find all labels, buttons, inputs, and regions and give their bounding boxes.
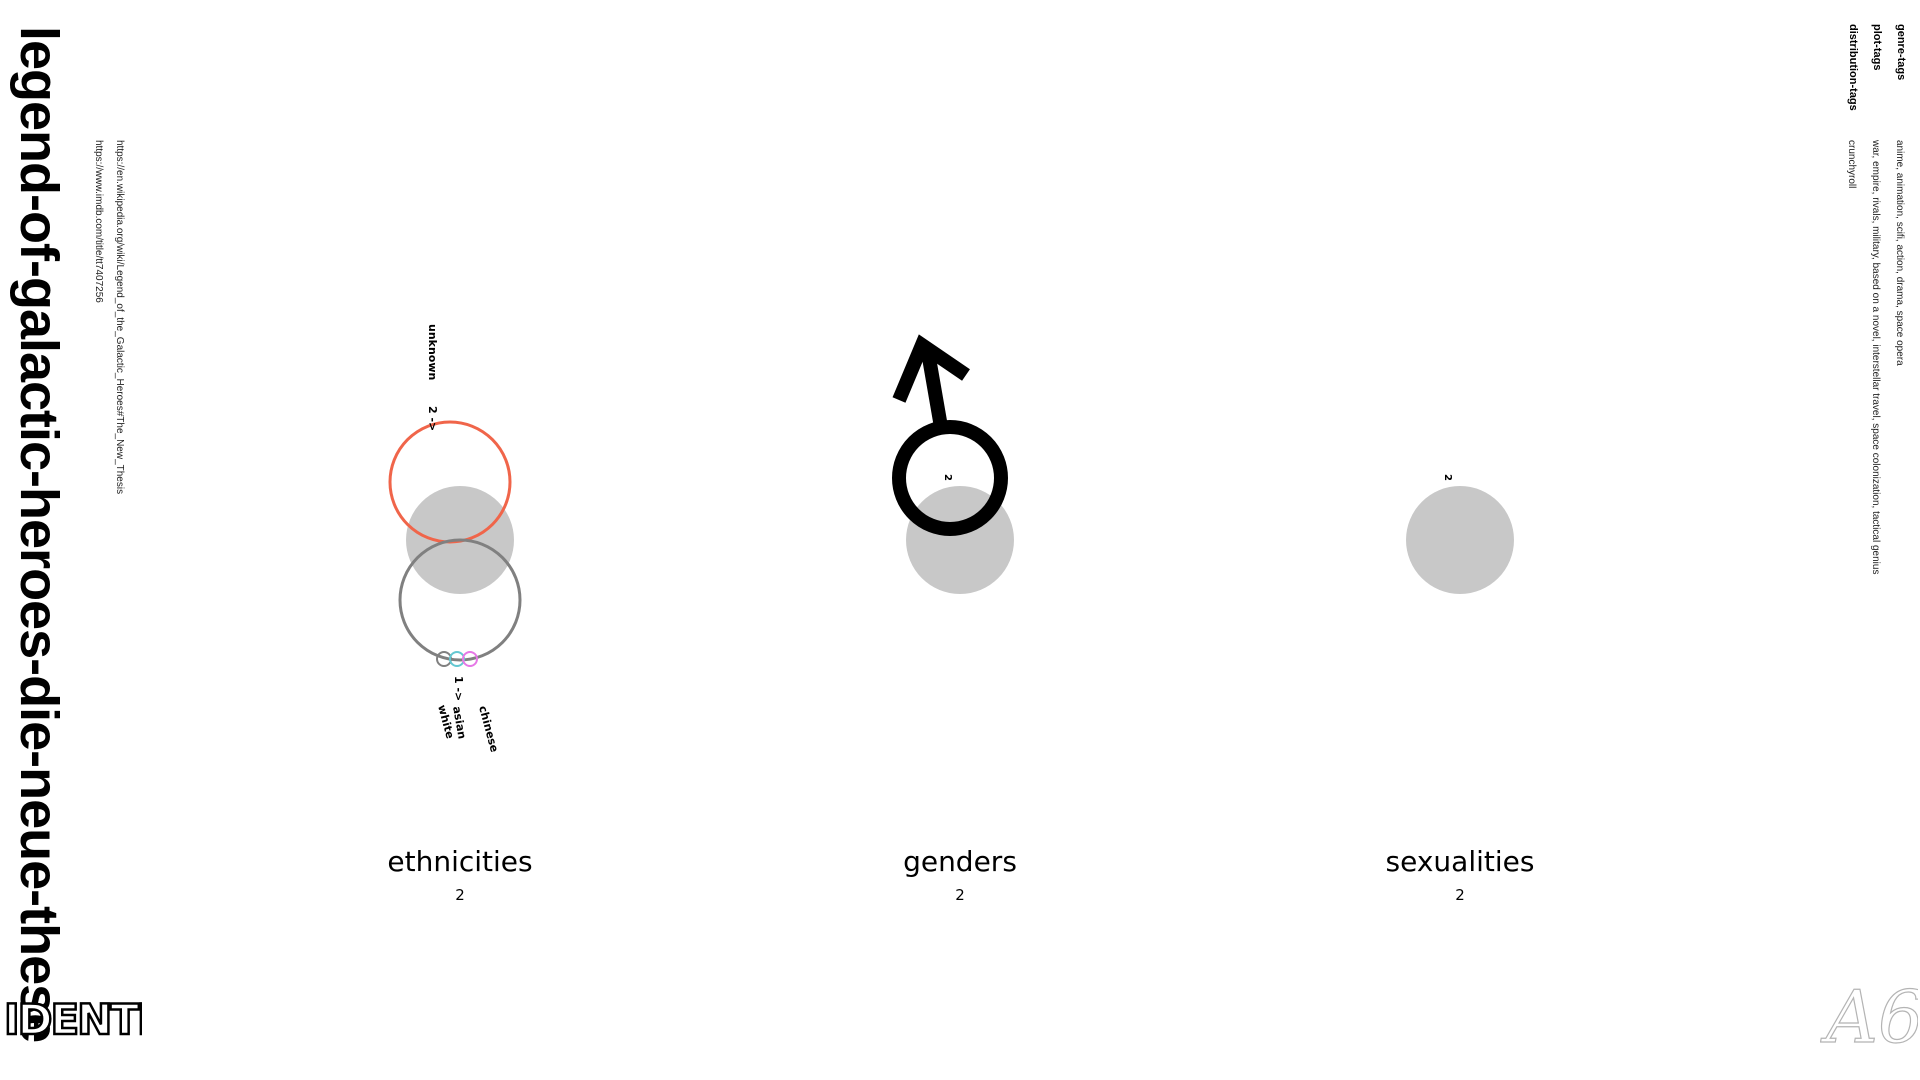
chinese-ethnicity-ring [462,651,478,667]
unknown-group-count: 2 -> [426,406,439,431]
a6-watermark-logo: A6 [1820,974,1918,1059]
sexualities-group: 2 sexualities 2 [1386,474,1535,904]
identi-logo-text: IDENTI [4,995,142,1044]
sexualities-count: 2 [1455,886,1465,904]
identi-logo: IDENTI [3,994,142,1046]
ethnicities-total-ring [398,538,522,662]
unknown-ethnicity-label: unknown [426,324,439,380]
sexualities-base-disc [1406,486,1514,594]
asian-ethnicity-label: asian [450,705,469,740]
single-group-count: 1 -> [452,676,465,701]
genders-title: genders [903,845,1017,878]
ethnicities-group: 2 -> unknown 1 -> white asian chinese et… [387,324,532,904]
chinese-ethnicity-label: chinese [476,704,501,753]
ethnicities-count: 2 [455,886,465,904]
genders-value-label: 2 [942,474,953,481]
genders-group: 2 genders 2 [892,334,1017,904]
a6-watermark-text: A6 [1820,975,1918,1059]
sexualities-title: sexualities [1386,845,1535,878]
ethnicities-title: ethnicities [387,845,532,878]
male-symbol-icon [892,334,1008,536]
genders-count: 2 [955,886,965,904]
sexualities-value-label: 2 [1442,474,1453,481]
